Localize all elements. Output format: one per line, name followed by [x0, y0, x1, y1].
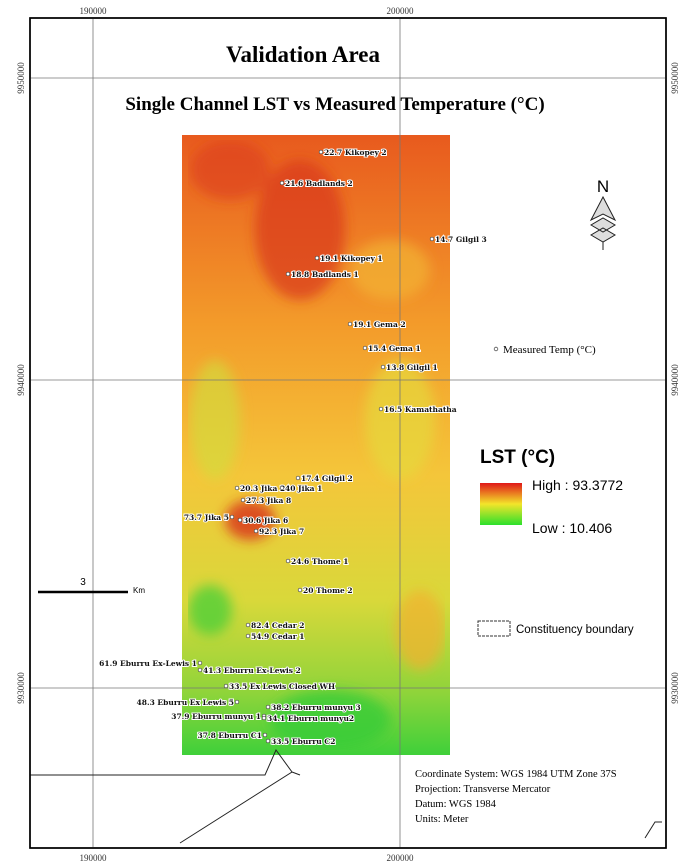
scale-value: 3: [80, 577, 86, 588]
grid-x-label: 200000: [387, 6, 415, 16]
point-label: 14.7 Gilgil 3: [435, 235, 487, 244]
point-label: 73.7 Jika 5: [184, 513, 229, 522]
measurement-point: [319, 150, 323, 154]
point-label: 13.8 Gilgil 1: [386, 363, 438, 372]
point-label: 30.6 Jika 6: [243, 516, 288, 525]
point-label: 92.3 Jika 7: [259, 527, 304, 536]
point-label: 15.4 Gema 1: [368, 344, 421, 353]
grid-y-label: 9950000: [670, 62, 680, 94]
scale-unit: Km: [133, 586, 145, 595]
legend-measured: Measured Temp (°C): [503, 344, 596, 356]
point-label: 37.9 Eburru munyu 1: [171, 712, 261, 721]
grid-y-label: 9930000: [16, 672, 26, 704]
measurement-point: [296, 476, 300, 480]
measurement-point: [246, 634, 250, 638]
point-label: 20 Thome 2: [303, 586, 353, 595]
point-label: 48.3 Eburru Ex Lewis 5: [137, 698, 234, 707]
info-line: Datum: WGS 1984: [415, 799, 497, 810]
legend-low: Low : 10.406: [532, 520, 612, 536]
point-label: 37.8 Eburru C1: [198, 731, 262, 740]
grid-y-label: 9950000: [16, 62, 26, 94]
grid-x-label: 200000: [387, 853, 415, 863]
grid-y-label: 9930000: [670, 672, 680, 704]
point-label: 16.5 Kamathatha: [384, 405, 457, 414]
raster: [182, 135, 450, 755]
info-line: Projection: Transverse Mercator: [415, 784, 551, 795]
measurement-point: [246, 623, 250, 627]
point-label: 22.7 Kikopey 2: [324, 148, 387, 157]
legend-ramp: [480, 483, 522, 525]
point-label: 34.1 Eburru munyu2: [267, 714, 354, 723]
measurement-point: [235, 700, 239, 704]
measurement-point: [238, 518, 242, 522]
measurement-point: [224, 684, 228, 688]
point-label: 19.1 Kikopey 1: [320, 254, 383, 263]
measurement-point: [241, 498, 245, 502]
grid-y-label: 9940000: [670, 364, 680, 396]
legend-boundary: Constituency boundary: [516, 624, 634, 636]
measurement-point: [298, 588, 302, 592]
measurement-point: [280, 486, 284, 490]
legend-point: [494, 347, 498, 351]
legend-boundary-box: [478, 621, 510, 636]
title: Validation Area: [226, 42, 381, 67]
measurement-point: [348, 322, 352, 326]
grid-y-label: 9940000: [16, 364, 26, 396]
point-label: 21.6 Badlands 2: [285, 179, 353, 188]
point-label: 24.6 Thome 1: [291, 557, 348, 566]
measurement-point: [315, 256, 319, 260]
point-label: 33.5 Eburru C2: [271, 737, 335, 746]
grid-x-label: 190000: [80, 853, 108, 863]
point-label: 18.8 Badlands 1: [291, 270, 359, 279]
point-label: 54.9 Cedar 1: [251, 632, 305, 641]
measurement-point: [230, 515, 234, 519]
point-label: 61.9 Eburru Ex-Lewis 1: [99, 659, 197, 668]
point-label: 40 Jika 1: [285, 484, 322, 493]
measurement-point: [266, 705, 270, 709]
legend-lst-title: LST (°C): [480, 447, 555, 468]
legend-high: High : 93.3772: [532, 477, 623, 493]
point-label: 82.4 Cedar 2: [251, 621, 305, 630]
point-label: 20.3 Jika 2: [240, 484, 285, 493]
point-label: 27.3 Jika 8: [246, 496, 291, 505]
measurement-point: [430, 237, 434, 241]
grid-x-label: 190000: [80, 6, 108, 16]
measurement-point: [363, 346, 367, 350]
measurement-point: [235, 486, 239, 490]
measurement-point: [198, 661, 202, 665]
measurement-point: [254, 529, 258, 533]
measurement-point: [266, 739, 270, 743]
measurement-point: [280, 181, 284, 185]
point-label: 38.2 Eburru munyu 3: [271, 703, 361, 712]
subtitle: Single Channel LST vs Measured Temperatu…: [125, 94, 544, 115]
measurement-point: [263, 733, 267, 737]
measurement-point: [379, 407, 383, 411]
measurement-point: [198, 668, 202, 672]
measurement-point: [286, 559, 290, 563]
point-label: 33.5 Ex Lewis Closed WH: [229, 682, 335, 691]
info-line: Coordinate System: WGS 1984 UTM Zone 37S: [415, 769, 617, 780]
point-label: 17.4 Gilgil 2: [301, 474, 353, 483]
point-label: 41.3 Eburru Ex-Lewis 2: [203, 666, 301, 675]
measurement-point: [381, 365, 385, 369]
measurement-point: [262, 716, 266, 720]
map: Validation Area Single Channel LST vs Me…: [0, 0, 686, 865]
info-line: Units: Meter: [415, 814, 469, 825]
measurement-point: [286, 272, 290, 276]
north-label: N: [597, 177, 609, 196]
point-label: 19.1 Gema 2: [353, 320, 406, 329]
